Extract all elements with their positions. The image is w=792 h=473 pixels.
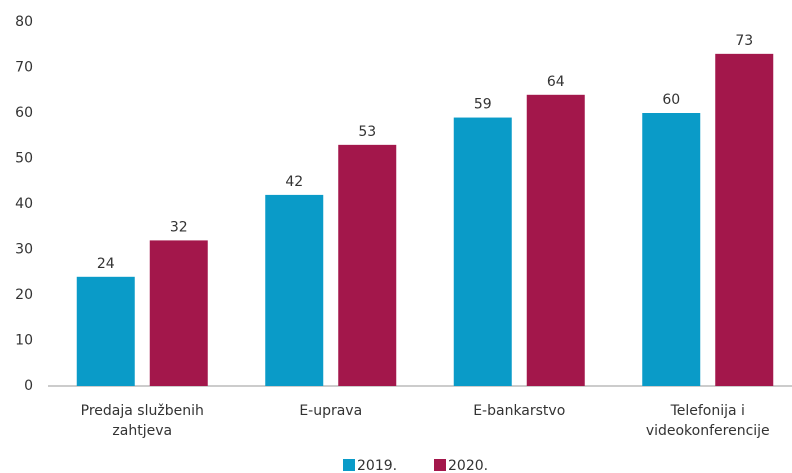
data-label: 32 [170, 219, 188, 235]
x-tick-label: E-bankarstvo [473, 403, 566, 419]
x-tick-label: Predaja službenih zahtjeva [80, 403, 204, 439]
y-tick-label: 30 [15, 242, 33, 258]
bar [642, 113, 701, 386]
y-tick-label: 20 [15, 287, 33, 303]
y-tick-label: 50 [15, 151, 33, 167]
bar [338, 144, 397, 386]
data-label: 60 [662, 92, 680, 108]
y-tick-label: 80 [15, 14, 33, 30]
x-tick-label: E-uprava [299, 403, 363, 419]
bar [526, 94, 585, 387]
y-tick-label: 40 [15, 196, 33, 212]
data-label: 42 [285, 174, 303, 190]
bar [76, 276, 135, 386]
y-tick-label: 70 [15, 60, 33, 76]
data-label: 24 [97, 256, 115, 272]
bar [453, 117, 512, 387]
bar [149, 240, 208, 386]
legend-swatch [434, 459, 446, 471]
y-tick-label: 60 [15, 105, 33, 121]
bar [265, 194, 324, 386]
y-tick-label: 0 [24, 378, 33, 394]
y-tick-label: 10 [15, 333, 33, 349]
legend-label: 2019. [357, 458, 397, 473]
legend-swatch [343, 459, 355, 471]
bar [715, 53, 774, 386]
data-label: 64 [547, 74, 565, 90]
data-label: 59 [474, 97, 492, 113]
x-tick-label: Telefonija i videokonferencije [645, 403, 770, 439]
data-label: 73 [735, 33, 753, 49]
data-label: 53 [358, 124, 376, 140]
legend-label: 2020. [448, 458, 488, 473]
